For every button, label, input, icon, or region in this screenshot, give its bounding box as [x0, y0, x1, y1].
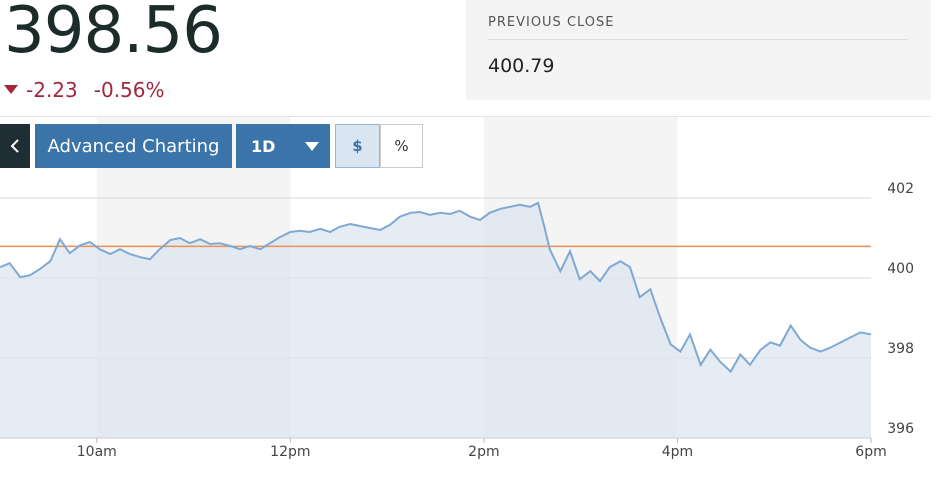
x-tick-label: 6pm — [855, 444, 886, 460]
down-icon — [4, 85, 18, 94]
range-label: 1D — [251, 136, 276, 156]
advanced-charting-button[interactable]: Advanced Charting — [35, 124, 232, 168]
price-line — [0, 201, 872, 374]
x-tick-label: 2pm — [468, 444, 499, 460]
dollar-toggle[interactable]: $ — [335, 124, 380, 168]
previous-close-label: PREVIOUS CLOSE — [488, 15, 615, 30]
x-tick-label: 4pm — [662, 444, 693, 460]
change-percent: -0.56% — [93, 78, 165, 102]
divider — [488, 39, 908, 40]
previous-close-value: 400.79 — [488, 55, 555, 77]
back-button[interactable] — [0, 124, 30, 168]
dropdown-icon — [305, 141, 320, 151]
chevron — [10, 139, 19, 153]
y-tick-label: 398 — [887, 341, 914, 357]
y-tick-label: 400 — [887, 261, 914, 277]
x-tick-label: 12pm — [270, 444, 310, 460]
area — [0, 202, 871, 438]
y-tick-label: 402 — [887, 181, 914, 197]
price: 398.56 — [4, 0, 223, 68]
y-tick-label: 396 — [887, 421, 914, 437]
range-dropdown[interactable]: 1D — [236, 124, 330, 168]
percent-toggle[interactable]: % — [380, 124, 423, 168]
previous-close-box: PREVIOUS CLOSE 400.79 — [466, 0, 931, 100]
x-tick-label: 10am — [77, 444, 117, 460]
change: -2.23 — [26, 78, 78, 102]
change-row: -2.23 -0.56% — [4, 78, 165, 102]
